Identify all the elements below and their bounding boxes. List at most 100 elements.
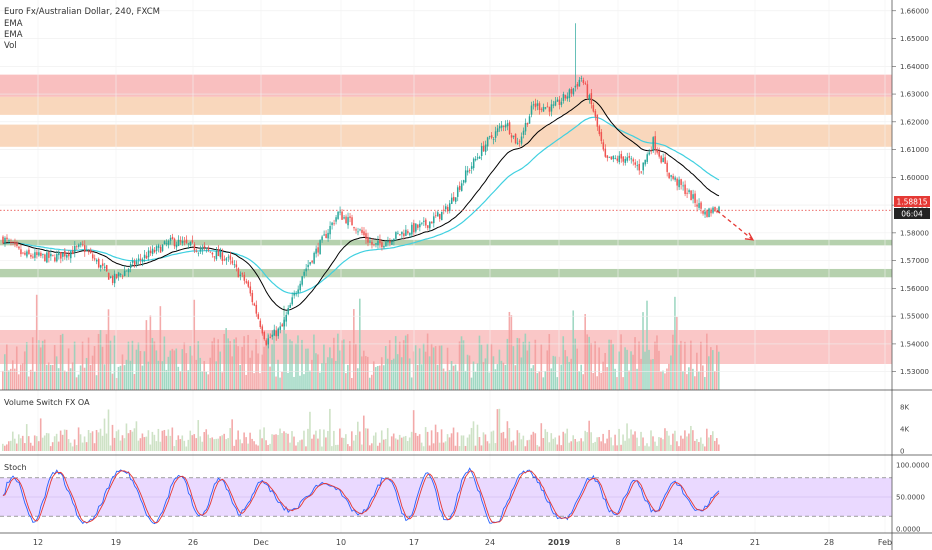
volume-switch-bar [534,433,537,451]
candle-body [492,139,495,140]
volume-switch-bar [616,445,618,451]
candle-body [510,135,513,138]
volume-bar [177,366,180,390]
volume-bar [211,341,214,390]
volume-switch-bar [237,430,239,451]
volume-switch-bar [600,441,602,451]
volume-bar [165,369,168,390]
candle-body [558,99,561,105]
volume-bar [253,373,255,390]
volume-switch-bar [245,437,247,451]
volume-bar [85,357,88,390]
volume-bar [43,339,46,390]
volume-switch-bar [598,437,600,451]
candle-body [680,179,682,185]
candle-body [14,241,16,245]
volume-switch-bar [187,439,190,451]
candle-body [458,185,461,190]
volume-switch-bar [329,408,331,451]
volume-bar [321,363,323,390]
volume-switch-bar [133,428,136,451]
candle-body [36,252,38,256]
candle-body [574,85,577,88]
volume-switch-bar [283,431,285,451]
volume-bar [384,346,387,390]
volume-switch-bar [642,437,644,451]
candle-body [68,253,70,257]
volume-switch-title: Volume Switch FX OA [4,398,90,407]
volume-switch-bar [488,443,491,451]
candle-body [484,144,487,152]
volume-bar [506,338,509,390]
candle-body [173,238,176,247]
candle-body [313,252,315,264]
volume-bar [69,368,72,390]
candle-body [50,253,52,257]
volume-bar [652,359,654,390]
candle-body [245,281,248,283]
vs-tick-label: 8K [900,404,909,412]
volume-switch-bar [474,445,477,451]
volume-bar [215,361,218,390]
volume-bar [25,342,28,390]
volume-switch-bar [424,427,427,451]
volume-bar [239,364,241,390]
volume-bar [466,354,469,390]
volume-bar [428,356,431,390]
candle-body [16,242,18,247]
candle-body [608,156,611,158]
volume-switch-bar [89,432,92,451]
volume-bar [17,374,20,390]
volume-switch-bar [307,428,309,451]
volume-bar [75,377,78,390]
candle-body [105,265,108,272]
volume-switch-bar [576,441,578,451]
candle-body [111,276,114,283]
volume-bar [109,340,112,390]
candle-body [247,281,250,287]
volume-bar [658,350,660,390]
volume-switch-bar [692,430,694,451]
candle-body [498,126,501,129]
volume-switch-bar [109,445,112,451]
candle-body [88,251,90,253]
candle-body [628,156,631,158]
volume-bar [642,312,644,390]
volume-bar [181,349,184,390]
candle-body [253,303,256,306]
volume-switch-bar [193,434,196,451]
volume-switch-bar [450,433,453,451]
candle-body [437,212,439,217]
candle-body [600,132,603,142]
volume-switch-bar [55,433,58,451]
volume-switch-bar [622,434,624,451]
candle-body [123,270,126,276]
candle-body [141,259,144,262]
volume-switch-bar [602,433,604,451]
volume-bar [291,341,293,390]
candle-body [656,150,658,153]
candle-body [367,237,369,243]
candle-body [265,340,268,345]
volume-switch-bar [634,431,636,451]
volume-bar [540,344,543,390]
volume-switch-bar [430,430,433,451]
volume-switch-bar [684,430,686,451]
volume-bar [163,336,166,390]
candle-body [167,240,170,245]
volume-bar [357,368,359,390]
candle-body [536,103,539,106]
volume-bar [442,368,445,390]
volume-switch-bar [648,446,650,451]
volume-switch-bar [672,433,674,451]
candle-body [54,257,56,262]
candlestick-series [2,23,720,349]
volume-switch-bar [259,429,261,451]
projection-line [716,210,754,241]
candle-body [375,243,377,245]
candle-body [716,211,718,213]
volume-switch-bar [103,418,106,451]
volume-bar [67,348,70,390]
volume-bar [47,362,50,390]
volume-switch-bar [656,445,658,451]
